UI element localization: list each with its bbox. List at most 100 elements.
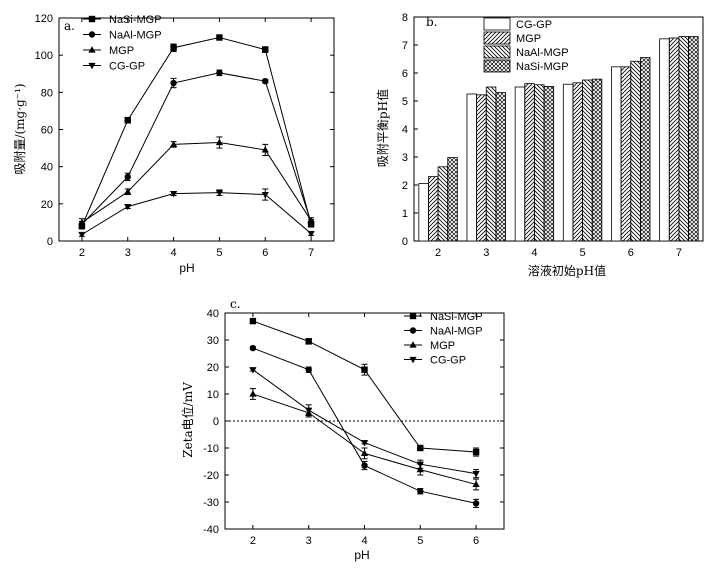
series-line-nasi-mgp — [81, 36, 312, 227]
y-tick-label: -20 — [203, 470, 219, 482]
bar-naal-mgp — [630, 60, 641, 242]
x-tick-label: 3 — [306, 535, 312, 547]
bar-mgp — [668, 37, 680, 242]
bar-mgp — [620, 66, 632, 242]
data-point — [78, 218, 86, 226]
legend-label: MGP — [516, 33, 541, 45]
x-tick-label: 5 — [417, 535, 423, 547]
legend-marker — [88, 31, 96, 38]
legend-label: CG-GP — [516, 19, 552, 31]
bar-nasi-mgp — [688, 36, 699, 242]
data-point — [305, 338, 312, 345]
y-tick-label: 3 — [402, 152, 408, 164]
bar-nasi-mgp — [591, 78, 603, 242]
series-mgp — [78, 136, 315, 227]
legend-marker — [409, 341, 417, 348]
data-point — [170, 79, 177, 87]
x-tick-label: 6 — [262, 247, 268, 259]
bar-mgp — [476, 94, 487, 242]
y-tick-label: 100 — [35, 50, 53, 62]
bar-nasi-mgp — [447, 157, 458, 242]
legend-label: MGP — [430, 340, 455, 352]
panel-a-plot-area: 2 3 4 5 6 7 0 20 40 60 80 100 120 NaSi-MGP NaAl-MGP MGP… — [35, 13, 335, 259]
panel-b-label: b. — [426, 15, 438, 29]
legend: CG-GP MGP NaAl-MGP NaSi-MGP — [483, 17, 569, 73]
data-point — [215, 138, 224, 146]
y-tick-label: 30 — [207, 335, 219, 347]
legend-label: CG-GP — [430, 355, 466, 367]
panel-c-plot-area: 2 3 4 5 6 -40 -30 -20 -10 0 10 20 30 40 NaSi-MGP NaAl-M… — [203, 308, 505, 547]
y-tick-label: -10 — [203, 443, 219, 455]
panel-c: 2 3 4 5 6 -40 -30 -20 -10 0 10 20 30 40 NaSi-MGP NaAl-M… — [180, 297, 505, 562]
panel-b-x-axis-label: 溶液初始pH值 — [528, 263, 606, 278]
data-point — [215, 190, 224, 197]
series-line-mgp — [252, 393, 477, 485]
y-tick-label: 2 — [402, 180, 408, 192]
data-point — [124, 173, 131, 181]
x-tick-label: 4 — [361, 535, 367, 547]
data-point — [361, 462, 368, 469]
data-point — [417, 444, 424, 452]
x-tick-label: 4 — [531, 247, 537, 259]
data-point — [124, 204, 132, 211]
bar-nasi-mgp — [495, 92, 506, 242]
data-point — [360, 449, 369, 456]
legend-label: MGP — [109, 45, 134, 57]
y-tick-label: 40 — [207, 308, 219, 320]
y-tick-label: 40 — [41, 162, 53, 174]
data-point — [307, 230, 315, 238]
legend-marker — [88, 46, 96, 53]
bar-naal-mgp — [485, 86, 497, 242]
legend-swatch — [483, 45, 511, 59]
data-point — [262, 77, 269, 85]
bar-cg-gp — [466, 93, 478, 242]
series-naal-mgp — [78, 69, 315, 228]
bar-mgp — [572, 82, 583, 242]
bar-mgp — [428, 176, 439, 242]
x-tick-label: 2 — [250, 535, 256, 547]
series-naal-mgp — [249, 344, 480, 508]
legend-label: NaSi-MGP — [109, 14, 162, 26]
bar-cg-gp — [659, 38, 670, 242]
legend-marker — [409, 356, 417, 364]
data-point — [472, 448, 480, 456]
series-line-mgp — [81, 142, 312, 223]
bar-naal-mgp — [437, 166, 449, 242]
x-tick-label: 4 — [171, 247, 177, 259]
data-point — [472, 500, 480, 507]
data-point — [216, 69, 223, 77]
legend-swatch — [483, 17, 511, 31]
panel-b-plot-area: 0 1 2 3 4 5 6 7 8 2 3 4 5 6 7 CG-GP MGP NaAl-MGP NaSi-MGP — [402, 12, 704, 259]
series-cg-gp — [249, 367, 480, 479]
legend-label: NaAl-MGP — [516, 47, 569, 59]
data-point — [416, 465, 424, 473]
y-tick-label: 80 — [41, 87, 53, 99]
data-point — [417, 488, 424, 495]
y-tick-label: 8 — [402, 12, 408, 24]
bar-naal-mgp — [582, 79, 593, 242]
data-point — [249, 317, 257, 325]
data-point — [472, 480, 480, 488]
y-tick-label: 7 — [402, 40, 408, 52]
x-tick-label: 6 — [628, 247, 634, 259]
y-tick-label: 20 — [207, 362, 219, 374]
panel-c-x-axis-label: pH — [354, 548, 369, 562]
bar-mgp — [524, 83, 535, 242]
series-line-cg-gp — [81, 192, 312, 235]
bar-cg-gp — [514, 86, 526, 242]
x-tick-label: 5 — [580, 247, 586, 259]
y-tick-label: 60 — [41, 125, 53, 137]
panel-a-x-axis-label: pH — [179, 261, 194, 275]
y-tick-label: 6 — [402, 68, 408, 80]
data-point — [261, 191, 269, 199]
legend-swatch — [483, 59, 511, 73]
data-point — [360, 440, 369, 447]
series-line-naal-mgp — [81, 72, 312, 225]
legend-label: NaSi-MGP — [516, 61, 569, 73]
x-tick-label: 3 — [125, 247, 131, 259]
y-tick-label: 1 — [402, 208, 408, 220]
data-point — [249, 390, 257, 397]
legend-label: CG-GP — [109, 61, 145, 73]
y-tick-label: 5 — [402, 96, 408, 108]
